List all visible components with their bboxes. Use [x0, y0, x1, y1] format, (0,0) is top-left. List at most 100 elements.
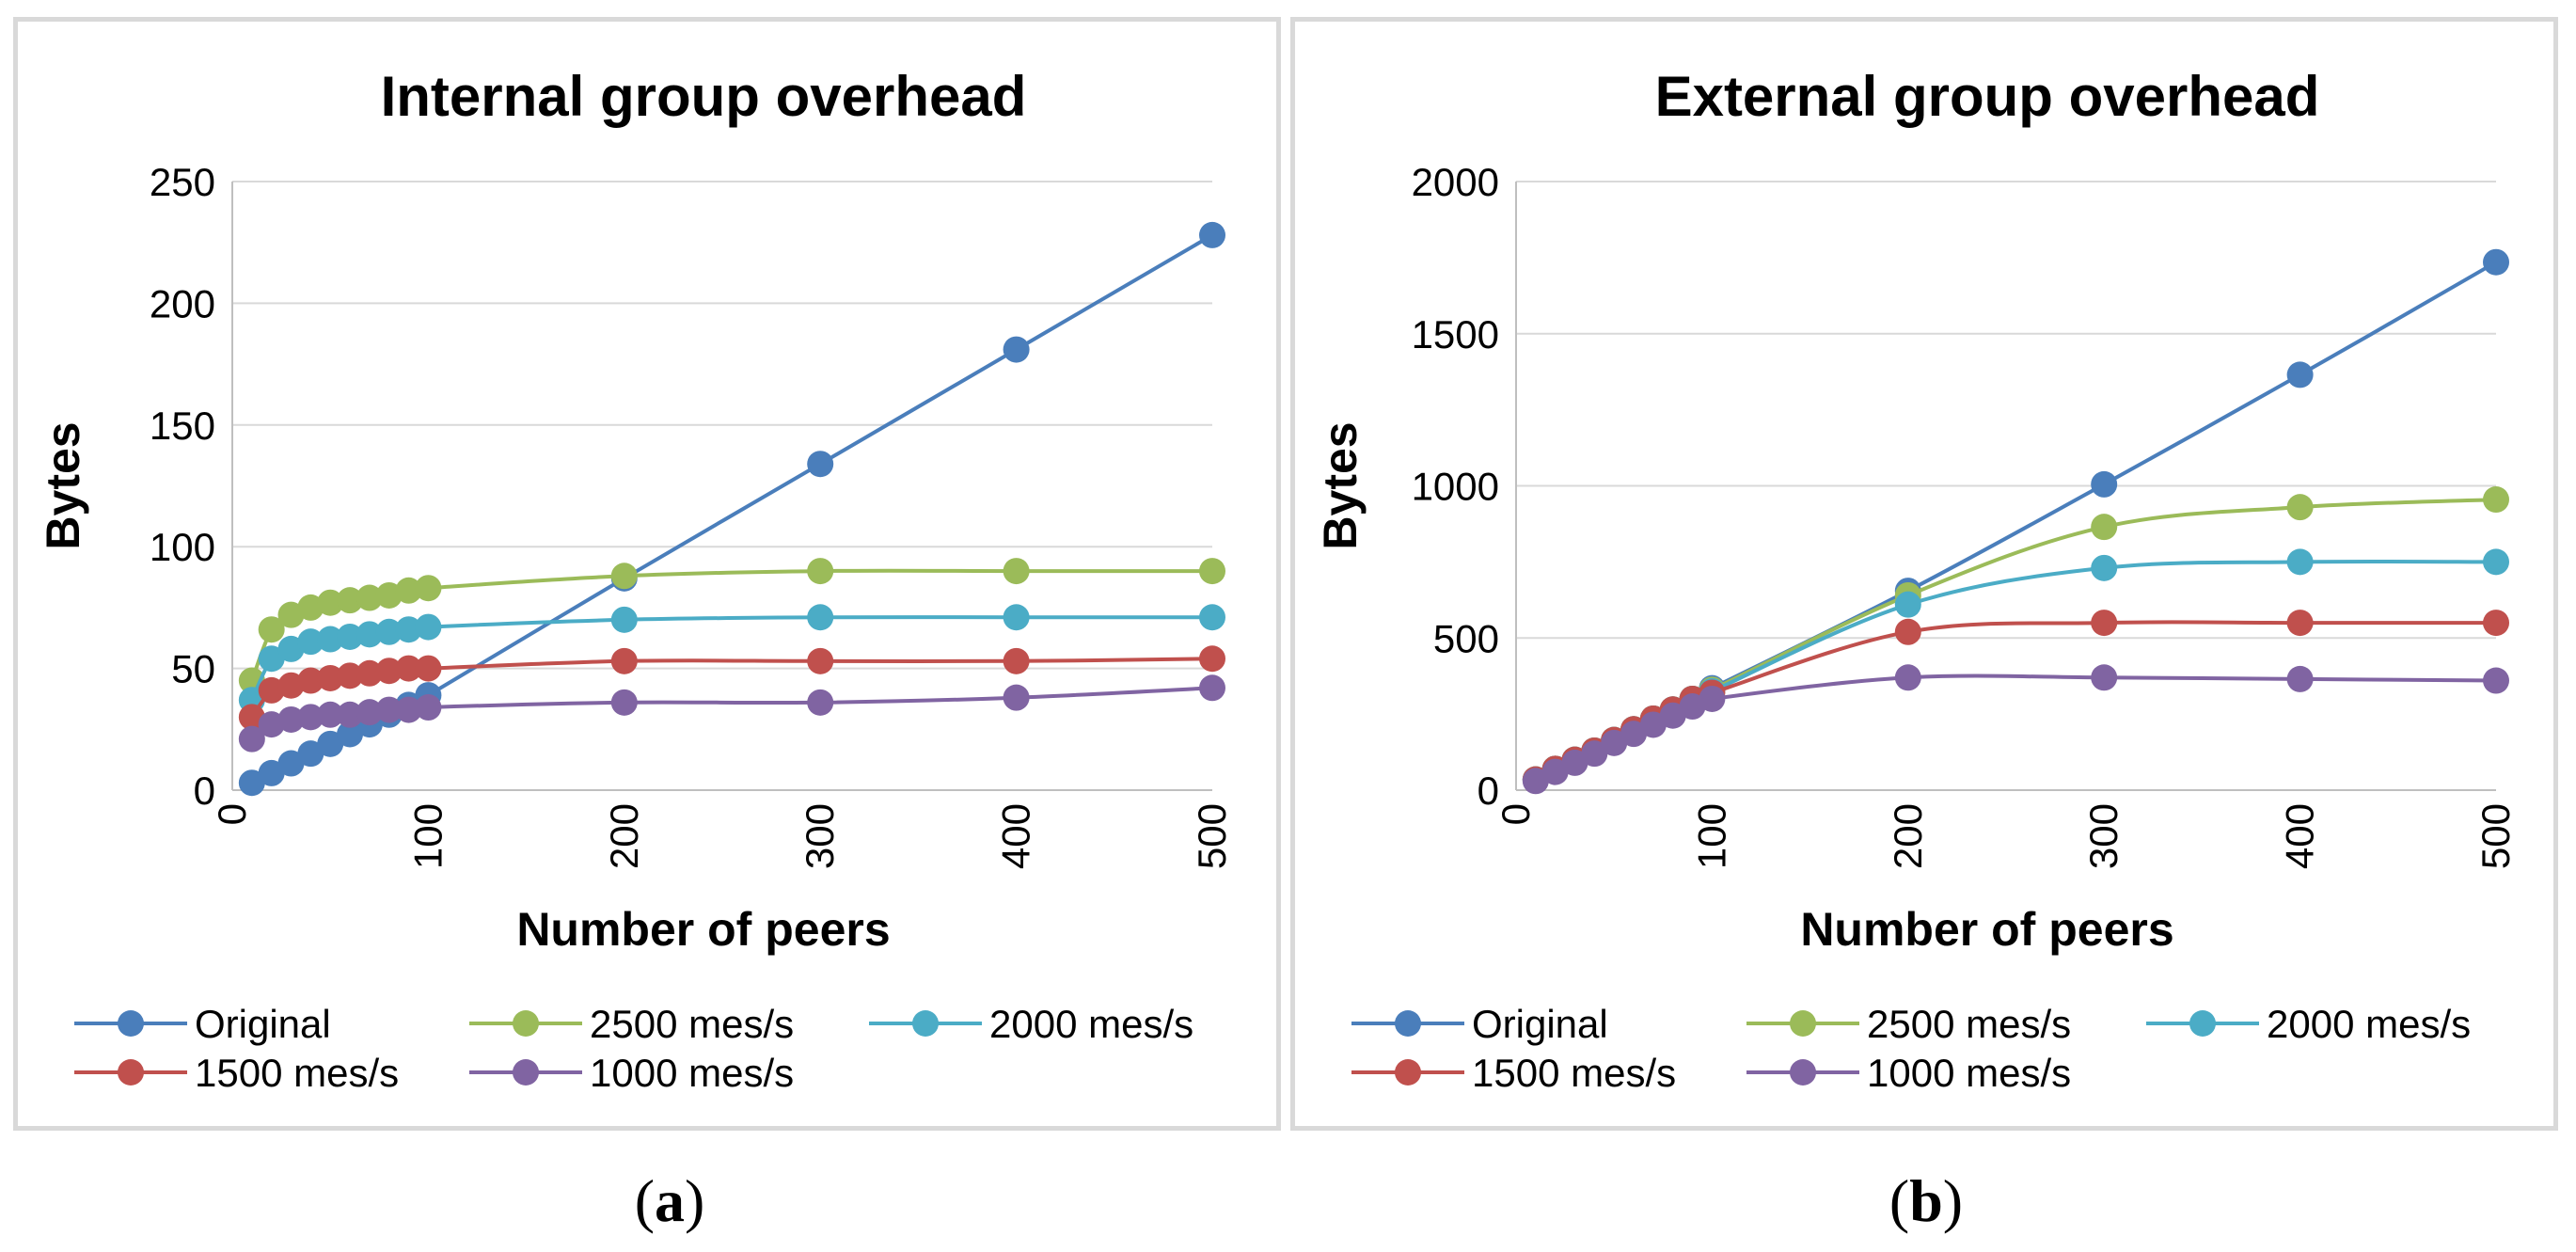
series-line [1534, 498, 2497, 782]
data-point [2483, 667, 2509, 694]
data-point [297, 740, 324, 768]
data-point [2091, 664, 2118, 691]
legend-label: 2000 mes/s [989, 1002, 1193, 1046]
data-point [2483, 486, 2509, 514]
y-axis-title: Bytes [37, 421, 89, 549]
data-point [317, 730, 344, 757]
data-point [1894, 618, 1921, 645]
data-point [1522, 768, 1549, 795]
x-tick-label: 200 [602, 803, 646, 869]
data-point [297, 628, 324, 656]
data-point [610, 689, 638, 716]
data-point [317, 589, 344, 616]
data-point [807, 604, 834, 631]
legend-label: 2000 mes/s [2267, 1002, 2471, 1046]
legend-label: 1000 mes/s [1867, 1051, 2071, 1095]
data-point [1199, 558, 1225, 585]
legend-label: 1500 mes/s [1472, 1051, 1676, 1095]
x-axis-title: Number of peers [516, 903, 890, 956]
data-point [2286, 361, 2314, 388]
data-point [415, 694, 442, 721]
legend-swatch-marker [1395, 1059, 1421, 1086]
data-point [610, 563, 638, 590]
legend-label: Original [195, 1002, 331, 1046]
data-point [1601, 729, 1628, 756]
data-point [807, 647, 834, 674]
data-point [375, 618, 403, 645]
data-point [258, 616, 285, 643]
y-tick-label: 100 [150, 525, 215, 569]
legend-swatch-marker [912, 1010, 939, 1037]
data-point [2286, 665, 2314, 692]
y-tick-label: 0 [194, 769, 215, 813]
x-tick-label: 300 [2081, 803, 2126, 869]
legend-swatch-marker [118, 1059, 144, 1086]
data-point [2483, 548, 2509, 576]
data-point [1199, 221, 1225, 248]
data-point [258, 759, 285, 786]
data-point [356, 621, 383, 648]
data-point [395, 655, 422, 682]
x-tick-label: 400 [2278, 803, 2322, 869]
caption-b: (b) [1889, 1167, 1964, 1234]
data-point [1003, 604, 1030, 631]
data-point [1699, 685, 1726, 712]
data-point [1199, 604, 1225, 631]
data-point [297, 704, 324, 731]
legend-label: 2500 mes/s [1867, 1002, 2071, 1046]
data-point [395, 577, 422, 604]
data-point [337, 721, 364, 748]
data-point [317, 664, 344, 691]
x-axis-title: Number of peers [1800, 903, 2173, 956]
x-tick-label: 500 [1190, 803, 1234, 869]
x-tick-label: 500 [2473, 803, 2518, 869]
data-point [337, 623, 364, 650]
data-point [807, 558, 834, 585]
external-overhead-chart: External group overhead 0 500 1000 1500 2000 0… [1314, 65, 2518, 1095]
x-tick-label: 100 [405, 803, 450, 869]
legend-swatch-marker [2189, 1010, 2216, 1037]
legend-swatch-marker [1395, 1010, 1421, 1037]
internal-overhead-chart: Internal group overhead 0 50 100 150 200 250 0 1… [37, 65, 1234, 1095]
chart-panel-internal: Internal group overhead 0 50 100 150 200 250 0 1… [13, 17, 1281, 1131]
data-point [2091, 470, 2118, 498]
legend-swatch-marker [1790, 1059, 1816, 1086]
chart-title: External group overhead [1655, 65, 2320, 128]
y-tick-label: 200 [150, 281, 215, 325]
data-point [1620, 721, 1648, 748]
data-point [1541, 758, 1569, 785]
data-point [1199, 645, 1225, 673]
x-tick-label: 200 [1886, 803, 1930, 869]
data-point [2286, 548, 2314, 576]
series-line [1534, 559, 2497, 782]
series-line [1534, 674, 2497, 784]
data-point [1003, 558, 1030, 585]
data-point [337, 662, 364, 689]
data-point [807, 689, 834, 716]
data-point [1003, 336, 1030, 363]
caption-a-letter: a [655, 1167, 685, 1234]
data-point [2286, 494, 2314, 521]
data-point [1894, 664, 1921, 691]
data-point [1639, 711, 1667, 738]
y-tick-label: 250 [150, 160, 215, 204]
data-point [807, 451, 834, 478]
y-tick-label: 500 [1433, 616, 1499, 660]
legend-label: Original [1472, 1002, 1608, 1046]
data-point [317, 701, 344, 728]
data-point [375, 658, 403, 685]
legend-swatch-marker [513, 1059, 539, 1086]
data-point [297, 667, 324, 694]
legend-swatch-marker [1790, 1010, 1816, 1037]
x-tick-label: 400 [994, 803, 1038, 869]
chart-title: Internal group overhead [381, 65, 1027, 128]
data-point [356, 699, 383, 726]
data-point [2286, 610, 2314, 637]
data-point [356, 584, 383, 611]
y-tick-label: 1500 [1412, 312, 1499, 357]
data-point [610, 647, 638, 674]
y-axis-title: Bytes [1314, 421, 1367, 549]
data-point [1561, 749, 1588, 776]
legend-label: 2500 mes/s [590, 1002, 794, 1046]
data-point [238, 725, 265, 753]
